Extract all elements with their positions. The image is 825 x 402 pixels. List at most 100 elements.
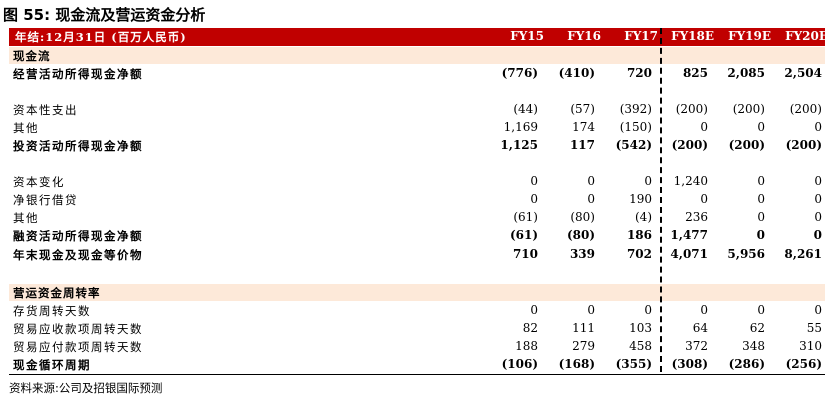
- table-row: 净银行借贷 0 0 190 0 0 0: [9, 191, 825, 209]
- row-label: 净银行借贷: [13, 193, 78, 207]
- cell-value: 103: [629, 321, 652, 335]
- cell-value: 458: [629, 339, 652, 353]
- row-label: 存货周转天数: [13, 304, 91, 318]
- table-bottom-rule: [9, 374, 825, 375]
- cell-value: 0: [757, 210, 765, 224]
- cell-value: 0: [530, 174, 538, 188]
- row-label: 其他: [13, 121, 39, 135]
- cell-value: 339: [569, 247, 595, 261]
- row-label: 贸易应收款项周转天数: [13, 322, 143, 336]
- cell-value: 0: [757, 303, 765, 317]
- cell-value: (150): [619, 120, 652, 134]
- cell-value: (44): [513, 102, 538, 116]
- cell-value: 0: [587, 303, 595, 317]
- cell-value: 0: [700, 192, 708, 206]
- table-row: 贸易应收款项周转天数 82 111 103 64 62 55: [9, 320, 825, 338]
- cell-value: 0: [757, 174, 765, 188]
- cell-value: 372: [685, 339, 708, 353]
- cell-value: (200): [675, 102, 708, 116]
- cell-value: 190: [629, 192, 652, 206]
- cell-value: 186: [626, 228, 652, 242]
- table-row: 年末现金及现金等价物 710 339 702 4,071 5,956 8,261: [9, 246, 825, 264]
- cell-value: 1,477: [670, 228, 708, 242]
- cell-value: 64: [692, 321, 708, 335]
- cell-value: 117: [569, 138, 595, 152]
- row-label: 贸易应付款项周转天数: [13, 340, 143, 354]
- cell-value: 5,956: [727, 247, 765, 261]
- cell-value: 188: [515, 339, 538, 353]
- cell-value: 0: [814, 303, 822, 317]
- cell-value: 0: [814, 174, 822, 188]
- cell-value: 82: [522, 321, 538, 335]
- table-row: 贸易应付款项周转天数 188 279 458 372 348 310: [9, 338, 825, 356]
- table-row: 投资活动所得现金净额 1,125 117 (542) (200) (200) (200): [9, 137, 825, 155]
- header-label: 年结:12月31日 (百万人民币): [15, 30, 187, 44]
- cell-value: (168): [558, 357, 595, 371]
- cell-value: (410): [558, 66, 595, 80]
- cell-value: (200): [728, 138, 765, 152]
- cell-value: 0: [587, 192, 595, 206]
- section-working-capital: 营运资金周转率: [9, 284, 825, 301]
- cell-value: 0: [814, 120, 822, 134]
- cell-value: (61): [509, 228, 538, 242]
- cell-value: (200): [671, 138, 708, 152]
- cell-value: 236: [685, 210, 708, 224]
- source-note: 资料来源:公司及招银国际预测: [9, 381, 163, 395]
- table-header: 年结:12月31日 (百万人民币) FY15 FY16 FY17 FY18E F…: [9, 28, 825, 46]
- cell-value: 4,071: [670, 247, 708, 261]
- cell-value: 720: [626, 66, 652, 80]
- cell-value: (542): [615, 138, 652, 152]
- figure-title: 图 55: 现金流及营运资金分析: [3, 6, 206, 24]
- cell-value: 1,125: [500, 138, 538, 152]
- cell-value: 0: [813, 228, 822, 242]
- cell-value: (392): [619, 102, 652, 116]
- table-row: 经营活动所得现金净额 (776) (410) 720 825 2,085 2,504: [9, 65, 825, 83]
- cell-value: 8,261: [784, 247, 822, 261]
- cell-value: 0: [587, 174, 595, 188]
- cell-value: 0: [814, 210, 822, 224]
- row-label: 资本性支出: [13, 103, 78, 117]
- table-row: 存货周转天数 0 0 0 0 0 0: [9, 302, 825, 320]
- cell-value: 1,169: [503, 120, 538, 134]
- cell-value: 0: [700, 120, 708, 134]
- row-label: 其他: [13, 211, 39, 225]
- section-label: 营运资金周转率: [13, 286, 101, 300]
- cell-value: 0: [757, 192, 765, 206]
- section-label: 现金流: [13, 49, 51, 63]
- cell-value: 348: [742, 339, 765, 353]
- cell-value: 2,504: [784, 66, 822, 80]
- cell-value: 174: [572, 120, 595, 134]
- cell-value: 0: [530, 192, 538, 206]
- cell-value: 702: [626, 247, 652, 261]
- table-row: 融资活动所得现金净额 (61) (80) 186 1,477 0 0: [9, 227, 825, 245]
- cell-value: (80): [570, 210, 595, 224]
- table-row: 其他 1,169 174 (150) 0 0 0: [9, 119, 825, 137]
- cell-value: 825: [682, 66, 708, 80]
- cell-value: 0: [757, 120, 765, 134]
- table-row: 现金循环周期 (106) (168) (355) (308) (286) (256): [9, 356, 825, 374]
- table-row: 其他 (61) (80) (4) 236 0 0: [9, 209, 825, 227]
- year-fy15: FY15: [510, 29, 544, 43]
- cell-value: 111: [572, 321, 595, 335]
- year-fy17: FY17: [624, 29, 658, 43]
- cell-value: 2,085: [727, 66, 765, 80]
- cell-value: (286): [728, 357, 765, 371]
- cell-value: (57): [570, 102, 595, 116]
- row-label: 经营活动所得现金净额: [13, 67, 143, 81]
- cell-value: 279: [572, 339, 595, 353]
- cell-value: 55: [806, 321, 822, 335]
- year-fy18e: FY18E: [671, 29, 714, 43]
- year-fy19e: FY19E: [728, 29, 771, 43]
- row-label: 现金循环周期: [13, 358, 91, 372]
- table-row: 资本性支出 (44) (57) (392) (200) (200) (200): [9, 101, 825, 119]
- cell-value: 0: [644, 303, 652, 317]
- cell-value: (200): [789, 102, 822, 116]
- cell-value: 0: [814, 192, 822, 206]
- cell-value: (355): [615, 357, 652, 371]
- cell-value: (256): [785, 357, 822, 371]
- cell-value: (4): [635, 210, 652, 224]
- year-fy16: FY16: [567, 29, 601, 43]
- row-label: 融资活动所得现金净额: [13, 229, 143, 243]
- cell-value: (200): [785, 138, 822, 152]
- cell-value: (80): [566, 228, 595, 242]
